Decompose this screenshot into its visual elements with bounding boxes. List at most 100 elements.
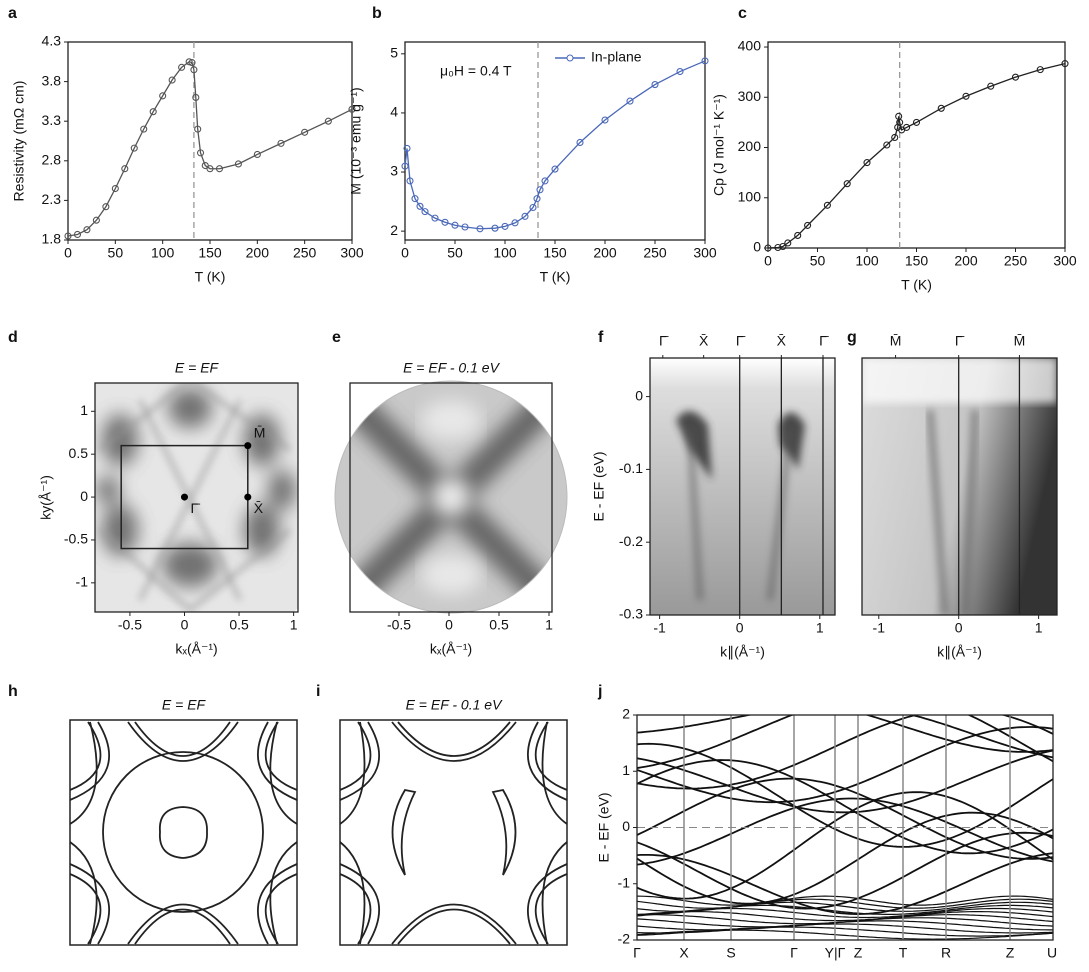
k-point-label: M̄ <box>254 424 266 440</box>
y-tick-label: 3.3 <box>42 112 62 128</box>
data-point <box>416 202 424 210</box>
x-tick-label: -0.5 <box>118 617 142 633</box>
data-point <box>201 162 209 170</box>
data-point <box>601 116 609 124</box>
k-path-label: Z <box>1006 945 1015 961</box>
data-point <box>794 231 802 239</box>
y-axis-label: ky(Å⁻¹) <box>38 475 54 520</box>
k-point-label: X̄ <box>254 500 264 516</box>
data-point <box>551 165 559 173</box>
k-path-label: Z <box>854 945 863 961</box>
y-tick-label: 2.3 <box>42 191 62 207</box>
data-point <box>764 244 772 252</box>
x-tick-label: 0 <box>64 245 72 261</box>
y-tick-label: 4 <box>390 104 398 120</box>
fermi-contours <box>69 721 298 945</box>
data-point <box>1011 73 1020 81</box>
data-point <box>511 219 519 227</box>
k-path-label: Y|Γ <box>825 945 846 961</box>
data-point <box>701 57 709 65</box>
x-tick-label: 100 <box>151 245 175 261</box>
x-axis-label: kₓ(Å⁻¹) <box>175 641 217 657</box>
data-point <box>277 139 285 147</box>
x-tick-label: 0 <box>401 245 409 261</box>
panel-label: j <box>597 683 602 700</box>
panel-title: E = EF - 0.1 eV <box>406 697 504 713</box>
data-point <box>73 230 82 239</box>
x-tick-label: 1 <box>290 617 298 633</box>
data-point <box>111 184 119 193</box>
panel-label: c <box>738 5 747 22</box>
data-point <box>536 186 544 194</box>
data-point <box>403 144 411 152</box>
data-point <box>1036 66 1044 74</box>
k-point-label: M̄ <box>1014 333 1026 349</box>
data-point <box>194 125 202 133</box>
data-point <box>441 218 449 226</box>
panel-title: E = EF <box>175 360 220 376</box>
data-point <box>192 93 200 101</box>
y-tick-label: 0 <box>635 387 643 403</box>
data-point <box>301 128 309 136</box>
x-tick-label: 50 <box>108 245 124 261</box>
y-axis-label: Resistivity (mΩ cm) <box>11 81 27 202</box>
x-axis-label: kₓ(Å⁻¹) <box>430 641 472 657</box>
data-line <box>67 61 353 237</box>
panel-title: E = EF - 0.1 eV <box>403 360 501 376</box>
data-point <box>476 225 484 233</box>
y-tick-label: 3.8 <box>42 72 62 88</box>
data-point <box>651 81 659 89</box>
data-point <box>962 92 970 100</box>
data-point <box>348 105 356 113</box>
k-point-label: Γ̄ <box>190 500 200 516</box>
x-tick-label: 1 <box>1035 620 1043 636</box>
x-tick-label: 200 <box>246 245 270 261</box>
y-tick-label: 100 <box>738 188 762 204</box>
k-path-label: U <box>1047 945 1057 961</box>
y-tick-label: 3 <box>390 163 398 179</box>
band <box>637 920 1053 931</box>
data-point <box>130 144 138 152</box>
y-tick-label: 5 <box>390 45 398 61</box>
k-path-label: Γ <box>790 945 798 961</box>
x-tick-label: 1 <box>545 617 553 633</box>
data-point <box>804 221 812 229</box>
x-tick-label: 0.5 <box>229 617 249 633</box>
x-tick-label: 0 <box>764 253 772 269</box>
data-point <box>774 243 782 252</box>
k-point-label: M̄ <box>890 333 902 349</box>
data-point <box>533 195 541 203</box>
k-point-label: Γ̄ <box>659 333 669 349</box>
y-tick-label: 1.8 <box>42 231 62 247</box>
data-point <box>140 125 148 133</box>
data-point <box>521 212 529 220</box>
data-point <box>491 224 499 232</box>
x-tick-label: 100 <box>855 253 879 269</box>
y-tick-label: 0 <box>80 488 88 504</box>
band <box>637 715 1053 790</box>
data-point <box>501 222 509 230</box>
data-point <box>863 159 871 167</box>
band <box>637 911 1053 922</box>
x-tick-label: 0 <box>445 617 453 633</box>
x-axis-label: k∥(Å⁻¹) <box>937 644 982 660</box>
data-point <box>883 141 891 149</box>
y-tick-label: 4.3 <box>42 33 62 49</box>
panel-label: f <box>598 329 604 346</box>
data-point <box>451 221 459 229</box>
band <box>637 715 1053 759</box>
x-axis-label: k∥(Å⁻¹) <box>720 644 765 660</box>
band <box>637 926 1053 937</box>
data-point <box>190 66 198 74</box>
data-point <box>206 165 214 173</box>
y-tick-label: 300 <box>738 88 762 104</box>
data-point <box>431 214 439 222</box>
x-axis-label: T (K) <box>901 277 932 293</box>
data-point <box>937 104 945 112</box>
y-axis-label: Cp (J mol⁻¹ K⁻¹) <box>711 94 727 196</box>
k-point-label: Γ̄ <box>736 333 746 349</box>
data-point <box>411 195 419 203</box>
x-tick-label: 250 <box>293 245 317 261</box>
band <box>637 852 1053 916</box>
